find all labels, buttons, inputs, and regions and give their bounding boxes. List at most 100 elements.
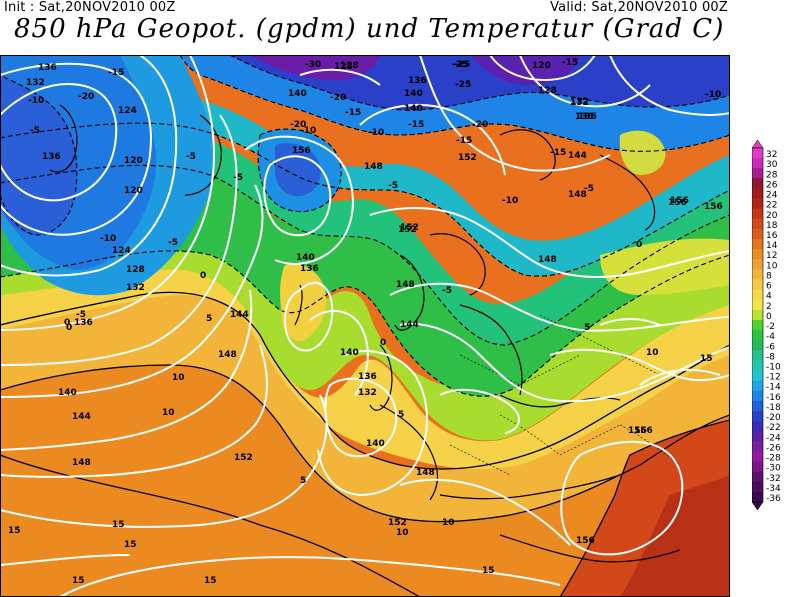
temp-label: -15: [550, 148, 566, 158]
colorbar-label: -4: [766, 332, 775, 342]
geo-label: 156: [668, 198, 687, 208]
geo-label: 156: [576, 536, 595, 546]
temp-label: -25: [452, 60, 468, 70]
temp-label: 5: [300, 476, 306, 486]
colorbar-swatch: [752, 208, 763, 220]
temp-label: 0: [200, 271, 206, 281]
temp-label: -15: [562, 58, 578, 68]
isotherms-cold: [0, 55, 730, 397]
temp-label: 0: [66, 323, 72, 333]
colorbar-swatch: [752, 188, 763, 199]
temp-label: -5: [233, 173, 243, 183]
geo-label: 136: [578, 112, 597, 122]
colorbar-swatch: [752, 198, 763, 209]
geo-label: 140: [58, 388, 77, 398]
geo-label: 136: [74, 318, 93, 328]
colorbar-label: -22: [766, 423, 781, 433]
temp-label: 15: [124, 540, 137, 550]
colorbar-swatch: [752, 410, 763, 422]
geo-label: 136: [42, 152, 61, 162]
colorbar-frame: [752, 147, 764, 503]
colorbar-swatch: [752, 481, 763, 493]
colorbar-swatch: [752, 289, 763, 301]
temp-label: 5: [584, 323, 590, 333]
temp-label: 0: [64, 318, 70, 328]
colorbar-swatch: [752, 441, 763, 452]
colorbar-swatch: [752, 380, 763, 392]
chart-title: 850 hPa Geopot. (gpdm) und Temperatur (G…: [14, 14, 725, 44]
colorbar-swatch: [752, 350, 763, 361]
temp-label: -5: [76, 310, 86, 320]
colorbar-label: 24: [766, 191, 778, 201]
temp-label: -5: [30, 126, 40, 136]
colorbar-swatch: [752, 279, 763, 290]
temp-label: -10: [368, 128, 384, 138]
geo-label: 156: [628, 426, 647, 436]
colorbar-swatch: [752, 330, 763, 341]
colorbar-swatch: [752, 228, 763, 240]
geo-label: 140: [340, 348, 359, 358]
color-legend: 32 30 28 26 24 22 20 18 16 14 12 10 8 6 4 2 0 -2 -4 -6 -8 -10…: [752, 140, 790, 510]
header: Init : Sat,20NOV2010 00Z Valid: Sat,20NO…: [0, 0, 790, 54]
colorbar-swatch: [752, 218, 763, 230]
temp-label: -10: [28, 96, 44, 106]
geo-label: 148: [538, 255, 557, 265]
temp-label: -5: [584, 184, 594, 194]
init-time: Init : Sat,20NOV2010 00Z: [4, 0, 176, 15]
colorbar-label: 30: [766, 160, 778, 170]
temp-label: -10: [100, 234, 116, 244]
colorbar-label: 4: [766, 292, 772, 302]
colorbar-swatch: [752, 269, 763, 280]
colorbar-label: -18: [766, 403, 781, 413]
colorbar-swatch: [752, 451, 763, 462]
geo-label: 152: [388, 518, 407, 528]
colorbar-label: 10: [766, 261, 778, 271]
colorbar-label: 18: [766, 221, 778, 231]
geo-label: 144: [568, 151, 587, 161]
geo-label: 148: [364, 162, 383, 172]
colorbar-swatch: [752, 340, 763, 351]
temp-label: 10: [172, 373, 185, 383]
valid-time: Valid: Sat,20NOV2010 00Z: [550, 0, 728, 15]
geo-label: 148: [396, 280, 415, 290]
weather-map: 136 128 124 120 132 136 120 124 128 132 …: [0, 55, 730, 597]
colorbar-label: 32: [766, 150, 777, 160]
colorbar-swatch: [752, 370, 763, 381]
colorbar-swatch: [752, 168, 763, 179]
colorbar-swatch: [752, 390, 763, 402]
geo-label: 148: [72, 458, 91, 468]
geo-label: 144: [400, 320, 419, 330]
temp-label: 0: [380, 338, 386, 348]
colorbar-label: -30: [766, 464, 781, 474]
temp-label: 15: [700, 354, 713, 364]
colorbar-bottom-arrow: [752, 501, 764, 510]
geo-label: 152: [398, 225, 417, 235]
geo-label: 152: [234, 453, 253, 463]
temp-label: 15: [8, 526, 21, 536]
geo-label: 136: [38, 63, 57, 73]
map-canvas: 136 128 124 120 132 136 120 124 128 132 …: [0, 55, 730, 597]
temperature-labels: -10 -20 -5 -15 -5 -10 -5 -20 -15 -25 -30…: [8, 58, 721, 586]
colorbar-label: 16: [766, 231, 778, 241]
temp-label: -25: [455, 80, 471, 90]
colorbar-label: -28: [766, 454, 781, 464]
geo-label: 132: [358, 388, 377, 398]
geo-label: 136: [408, 76, 427, 86]
geo-label: 132: [570, 97, 589, 107]
colorbar-label: 0: [766, 312, 772, 322]
temp-label: 0: [636, 240, 642, 250]
colorbar-swatch: [752, 461, 763, 472]
colorbar-label: 22: [766, 201, 777, 211]
temp-label: 10: [646, 348, 659, 358]
colorbar-swatch: [752, 319, 763, 331]
geopotential-contours: [0, 55, 730, 597]
colorbar-label: 26: [766, 180, 778, 190]
temp-label: -20: [472, 120, 488, 130]
colorbar-swatch: [752, 491, 763, 503]
colorbar-swatch: [752, 471, 763, 483]
temp-label: 10: [162, 408, 175, 418]
colorbar-swatch: [752, 158, 763, 169]
geo-label: 140: [288, 89, 307, 99]
geo-label: 152: [400, 223, 419, 233]
geo-label: 124: [118, 106, 137, 116]
